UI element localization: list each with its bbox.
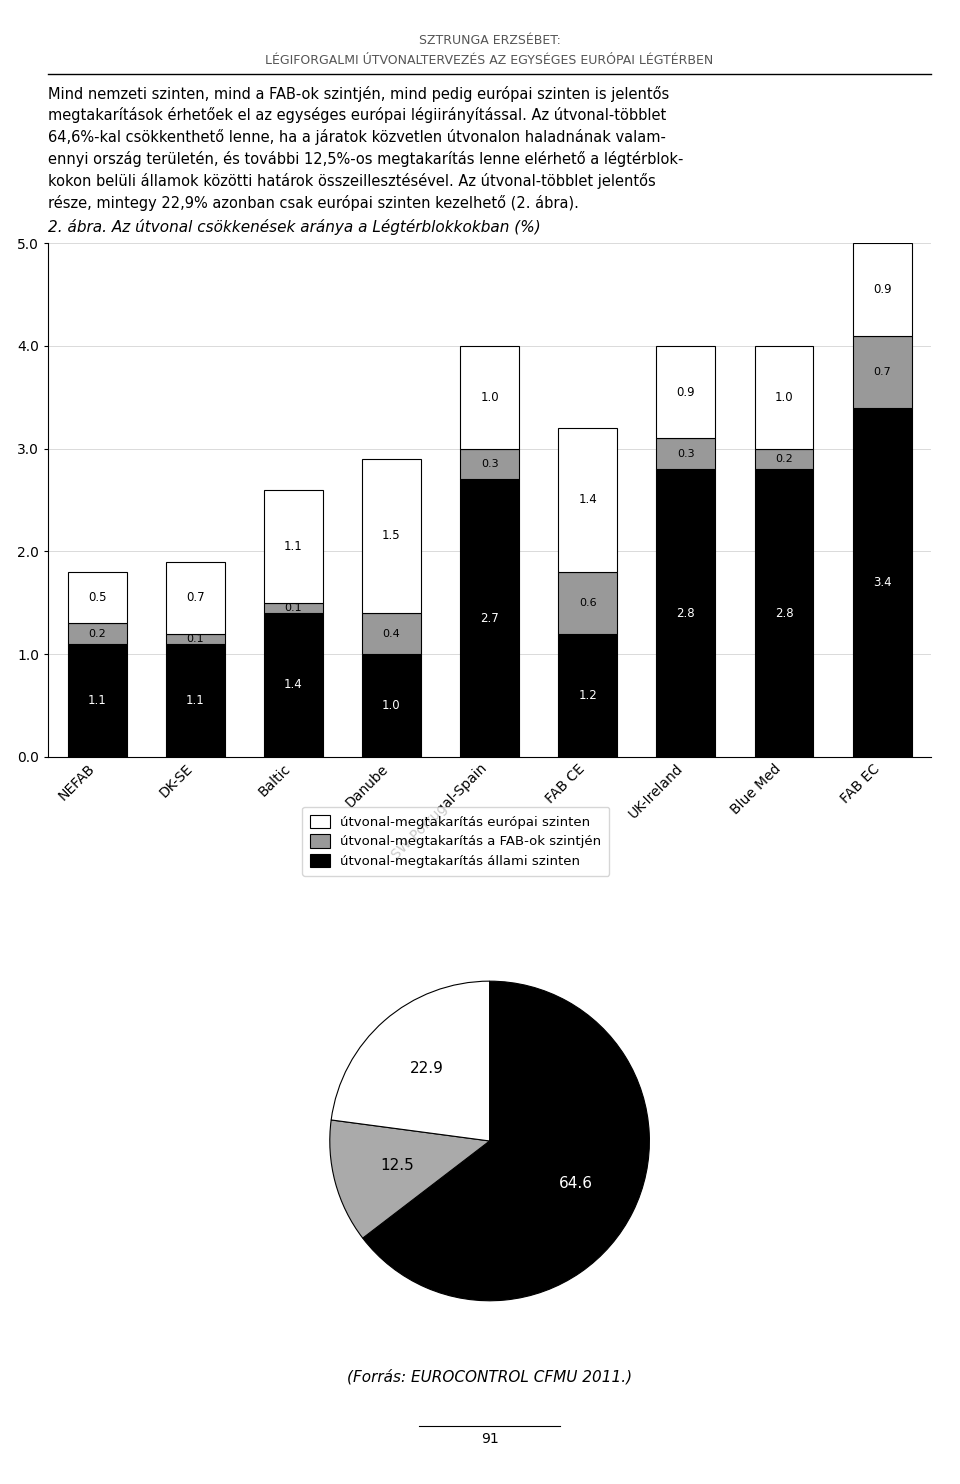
Text: 0.3: 0.3 (481, 459, 498, 469)
Text: 1.5: 1.5 (382, 530, 400, 543)
Wedge shape (331, 981, 490, 1141)
Text: SZTRUNGA ERZSÉBET:: SZTRUNGA ERZSÉBET: (419, 34, 561, 46)
Bar (755, 469, 813, 757)
Text: 1.1: 1.1 (186, 695, 204, 706)
Wedge shape (330, 1120, 490, 1238)
Legend: útvonal-megtakarítás európai szinten, útvonal-megtakarítás a FAB-ok szintjén, út: útvonal-megtakarítás európai szinten, út… (301, 807, 610, 876)
Bar (362, 613, 420, 654)
Bar (264, 603, 323, 613)
Text: 0.7: 0.7 (186, 591, 204, 604)
Bar (559, 427, 617, 571)
Text: 91: 91 (481, 1432, 498, 1447)
Text: 1.1: 1.1 (284, 540, 302, 552)
Wedge shape (363, 981, 649, 1301)
Bar (67, 623, 127, 644)
Text: 1.4: 1.4 (578, 494, 597, 506)
Text: 0.1: 0.1 (284, 603, 302, 613)
Bar (852, 243, 912, 335)
Bar (67, 644, 127, 757)
Text: 1.1: 1.1 (87, 695, 107, 706)
Bar (460, 346, 519, 448)
Bar (460, 479, 519, 757)
Text: 0.3: 0.3 (677, 448, 695, 459)
Bar (559, 634, 617, 757)
Text: 3.4: 3.4 (873, 576, 892, 589)
Bar (264, 613, 323, 757)
Bar (264, 490, 323, 603)
Text: 0.2: 0.2 (88, 629, 106, 638)
Text: 0.9: 0.9 (873, 283, 892, 295)
Bar (559, 571, 617, 634)
Text: 2.8: 2.8 (775, 607, 793, 619)
Text: 0.6: 0.6 (579, 598, 596, 608)
Text: 0.2: 0.2 (775, 454, 793, 464)
Bar (362, 459, 420, 613)
Bar (460, 448, 519, 479)
Text: 1.0: 1.0 (775, 390, 793, 404)
Bar (657, 346, 715, 438)
Bar (166, 644, 225, 757)
Text: 2.7: 2.7 (480, 611, 499, 625)
Text: 22.9: 22.9 (410, 1061, 444, 1076)
Text: 0.1: 0.1 (186, 634, 204, 644)
Text: 2.8: 2.8 (677, 607, 695, 619)
Text: (Forrás: EUROCONTROL CFMU 2011.): (Forrás: EUROCONTROL CFMU 2011.) (347, 1370, 633, 1385)
Bar (657, 438, 715, 469)
Text: Mind nemzeti szinten, mind a FAB‐ok szintjén, mind pedig európai szinten is jele: Mind nemzeti szinten, mind a FAB‐ok szin… (48, 86, 684, 211)
Text: 64.6: 64.6 (559, 1175, 592, 1192)
Bar (166, 561, 225, 634)
Text: 2. ábra. Az útvonal csökkenések aránya a Légtérblokkokban (%): 2. ábra. Az útvonal csökkenések aránya a… (48, 220, 540, 234)
Bar (852, 335, 912, 408)
Text: 1.0: 1.0 (382, 699, 400, 712)
Bar (755, 346, 813, 448)
Bar (166, 634, 225, 644)
Bar (852, 408, 912, 757)
Text: 12.5: 12.5 (380, 1158, 414, 1174)
Text: 1.4: 1.4 (284, 678, 302, 692)
Bar (362, 654, 420, 757)
Text: 0.5: 0.5 (87, 591, 107, 604)
Text: 0.7: 0.7 (874, 367, 891, 377)
Text: 0.4: 0.4 (383, 629, 400, 638)
Bar (67, 571, 127, 623)
Text: LÉGIFORGALMI ÚTVONALTERVEZÉS AZ EGYSÉGES EURÓPAI LÉGTÉRBEN: LÉGIFORGALMI ÚTVONALTERVEZÉS AZ EGYSÉGES… (266, 53, 713, 67)
Text: 1.2: 1.2 (578, 689, 597, 702)
Text: 0.9: 0.9 (677, 386, 695, 399)
Bar (657, 469, 715, 757)
Bar (755, 448, 813, 469)
Text: 1.0: 1.0 (480, 390, 499, 404)
